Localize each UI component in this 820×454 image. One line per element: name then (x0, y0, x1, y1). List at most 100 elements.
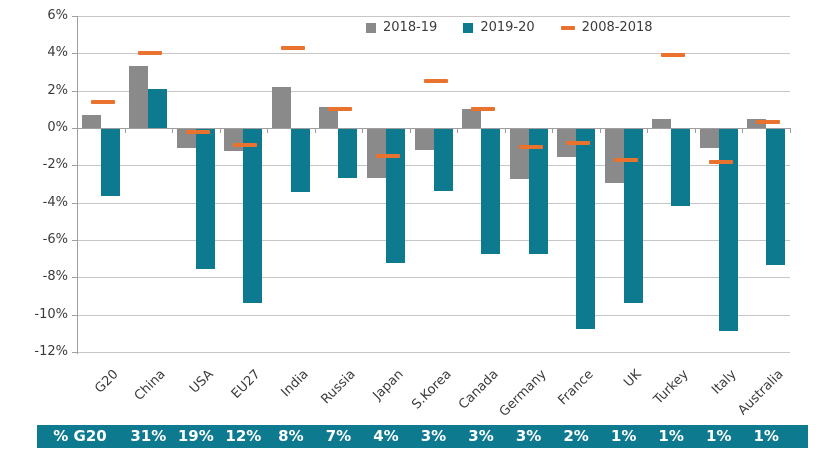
x-axis-tick (409, 128, 411, 133)
x-axis-tick (504, 128, 506, 133)
x-axis-tick (599, 128, 601, 133)
y-axis-tick-label: 2% (47, 82, 68, 98)
marker-2008-2018 (328, 107, 353, 112)
legend-item: 2008-2018 (560, 20, 653, 35)
bar-2018-19 (414, 129, 434, 150)
x-axis-tick (219, 128, 221, 133)
table-cell: 12% (225, 427, 262, 445)
bar-2019-20 (766, 129, 786, 266)
table-cell: 1% (658, 427, 684, 445)
table-cell: 19% (177, 427, 214, 445)
bar-2019-20 (481, 129, 501, 255)
y-axis-tick-label: -2% (42, 157, 68, 173)
gridline (77, 128, 790, 129)
y-axis-line (77, 16, 78, 354)
y-axis-tick-label: -8% (42, 269, 68, 285)
marker-2008-2018 (661, 53, 686, 58)
x-axis-tick (790, 128, 791, 133)
marker-2008-2018 (375, 154, 400, 158)
marker-2008-2018 (708, 159, 733, 164)
bar-2019-20 (195, 129, 215, 269)
bar-2019-20 (338, 129, 358, 178)
y-axis-tick (72, 277, 77, 279)
y-axis-tick (72, 128, 77, 129)
table-cell: 2% (563, 427, 589, 445)
marker-2008-2018 (138, 51, 163, 56)
bar-2019-20 (243, 129, 263, 303)
bar-2019-20 (148, 88, 168, 128)
bar-2018-19 (366, 129, 386, 178)
bar-2018-19 (699, 129, 719, 148)
table-cell: 1% (610, 427, 637, 445)
bar-2018-19 (319, 107, 339, 128)
legend-dash-icon (560, 25, 575, 30)
gridline (77, 53, 790, 55)
bar-2019-20 (671, 129, 691, 206)
gridline (77, 314, 790, 316)
x-axis-tick (124, 128, 126, 133)
bar-2019-20 (100, 129, 120, 197)
bar-2019-20 (290, 129, 310, 193)
y-axis-tick (72, 202, 77, 204)
bar-2019-20 (718, 129, 738, 331)
table-cell: 3% (515, 427, 542, 445)
marker-2008-2018 (613, 157, 638, 162)
bar-2018-19 (271, 86, 291, 128)
marker-2008-2018 (280, 45, 305, 50)
bar-2018-19 (129, 66, 149, 128)
marker-2008-2018 (90, 99, 115, 104)
x-axis-tick (362, 128, 364, 133)
marker-2008-2018 (233, 142, 258, 147)
y-axis-tick-label: 6% (47, 8, 68, 23)
marker-2008-2018 (423, 79, 448, 84)
x-axis-tick (77, 128, 78, 133)
marker-2008-2018 (518, 144, 543, 149)
bar-2019-20 (385, 129, 405, 264)
bar-2019-20 (528, 129, 548, 255)
gridline (77, 90, 790, 92)
legend-item: 2018-19 (366, 20, 437, 35)
g20-share-table: % G20 31% 19% 12% 8% 7% 4% 3% 3% 3% 2% 1% 1% 1% 1% (37, 425, 808, 448)
chart-legend: 2018-19 2019-20 2008-2018 (366, 20, 653, 35)
bar-2019-20 (433, 129, 453, 191)
table-cell: 3% (420, 427, 447, 445)
gridline (77, 352, 790, 353)
legend-square-icon (366, 22, 376, 33)
bar-2018-19 (509, 129, 529, 180)
x-axis-tick (694, 128, 696, 133)
bar-2018-19 (224, 129, 244, 152)
x-axis-tick (647, 128, 649, 133)
table-cell: 4% (373, 427, 399, 445)
table-cell: 31% (130, 427, 167, 445)
table-cell: 3% (468, 427, 494, 445)
table-cell: 1% (705, 427, 732, 445)
marker-2008-2018 (566, 140, 591, 145)
bar-2018-19 (462, 109, 482, 128)
y-axis-tick (72, 90, 77, 92)
x-axis-tick (314, 128, 316, 133)
bar-2018-19 (652, 118, 672, 128)
marker-2008-2018 (756, 120, 781, 125)
marker-2008-2018 (185, 129, 210, 134)
bar-2019-20 (576, 129, 596, 329)
bar-2019-20 (623, 129, 643, 303)
y-axis-tick (72, 165, 77, 167)
y-axis-tick (72, 53, 77, 55)
x-axis-tick (457, 128, 459, 133)
gridline (77, 16, 790, 17)
y-axis-tick-label: -6% (42, 232, 68, 247)
legend-label: 2018-19 (383, 20, 438, 35)
legend-label: 2008-2018 (581, 20, 653, 35)
y-axis-tick-label: -4% (42, 194, 68, 210)
y-axis-tick-label: 0% (47, 120, 68, 135)
gridline (77, 240, 790, 241)
legend-label: 2019-20 (480, 20, 535, 35)
legend-item: 2019-20 (463, 20, 535, 35)
x-axis-tick (267, 128, 269, 133)
y-axis-tick (72, 352, 77, 353)
gridline (77, 202, 790, 204)
table-cell: 7% (325, 427, 352, 445)
y-axis-tick-label: 4% (47, 45, 68, 61)
table-cell: 8% (278, 427, 304, 445)
